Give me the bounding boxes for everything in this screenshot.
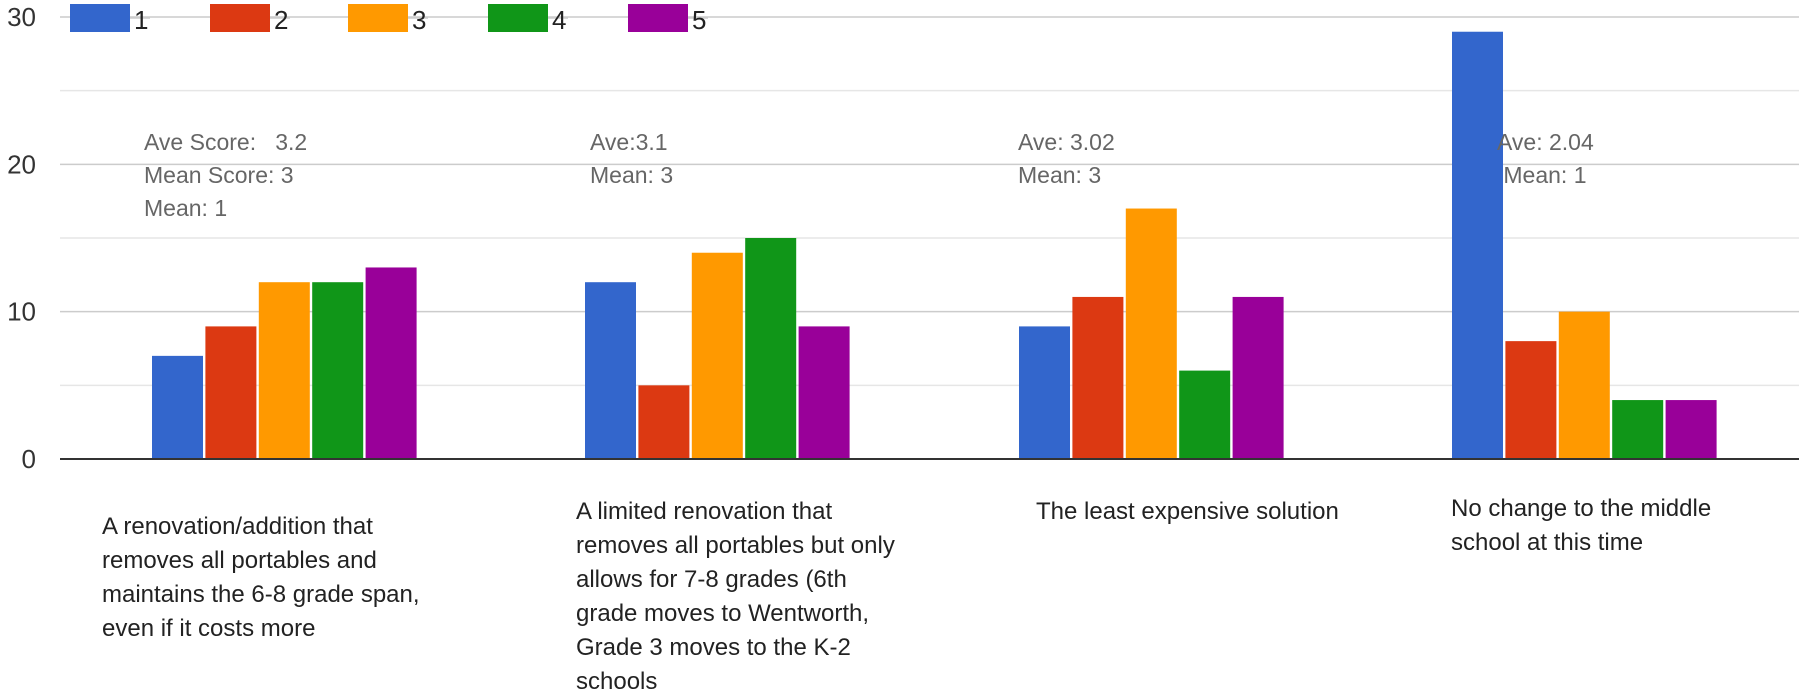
annotation-line: Mean: 3: [590, 162, 673, 188]
bar-5-category-1: [365, 267, 417, 459]
bar-3-category-1: [258, 282, 310, 459]
legend-swatch-1: [70, 4, 130, 32]
legend-label-3: 3: [412, 5, 426, 35]
bar-5-category-3: [1232, 296, 1284, 459]
legend: 1 2 3 4 5: [70, 4, 708, 35]
y-tick-label: 20: [7, 149, 36, 179]
bar-3-category-3: [1125, 208, 1177, 459]
bar-5-category-4: [1665, 400, 1717, 459]
bar-2-category-4: [1505, 341, 1557, 459]
annotation-line: Ave: 3.02: [1018, 129, 1115, 155]
bar-4-category-3: [1179, 370, 1231, 459]
bars: [152, 31, 1717, 459]
annotation-line: Ave Score: 3.2: [144, 129, 307, 155]
bar-3-category-2: [691, 252, 743, 459]
bar-2-category-2: [638, 385, 690, 459]
bar-2-category-3: [1072, 296, 1124, 459]
annotation-line: Mean: 1: [144, 195, 227, 221]
legend-swatch-2: [210, 4, 270, 32]
legend-swatch-4: [488, 4, 548, 32]
category-label-3: The least expensive solution: [1036, 498, 1339, 525]
bar-4-category-2: [745, 238, 797, 459]
bar-2-category-1: [205, 326, 257, 459]
bar-4-category-4: [1612, 400, 1664, 459]
bar-4-category-1: [312, 282, 364, 459]
annotations: Ave Score: 3.2 Mean Score: 3 Mean: 1 Ave:3.…: [144, 129, 1594, 221]
bar-1-category-4: [1452, 31, 1503, 459]
bar-1-category-3: [1019, 326, 1070, 459]
legend-label-1: 1: [134, 5, 148, 35]
bar-3-category-4: [1558, 311, 1610, 459]
legend-label-4: 4: [552, 5, 566, 35]
annotation-line: Ave:3.1: [590, 129, 668, 155]
category-label-1: A renovation/addition that removes all p…: [102, 513, 420, 642]
y-tick-label: 0: [22, 444, 36, 474]
bar-chart: 0 10 20 30 1 2 3 4 5 Ave Score: 3.2 Mean Score: …: [7, 2, 1799, 474]
legend-label-2: 2: [274, 5, 288, 35]
legend-swatch-5: [628, 4, 688, 32]
category-label-2: A limited renovation that removes all po…: [576, 498, 895, 695]
bar-1-category-2: [585, 282, 636, 459]
category-label-4: No change to the middle school at this t…: [1451, 495, 1712, 556]
legend-swatch-3: [348, 4, 408, 32]
bar-1-category-1: [152, 355, 203, 459]
annotation-line: Mean: 1: [1497, 162, 1587, 188]
bar-5-category-2: [798, 326, 850, 459]
y-tick-label: 30: [7, 2, 36, 32]
annotation-line: Mean Score: 3: [144, 162, 294, 188]
legend-label-5: 5: [692, 5, 706, 35]
y-tick-label: 10: [7, 297, 36, 327]
annotation-line: Mean: 3: [1018, 162, 1101, 188]
y-axis-ticks: 0 10 20 30: [7, 2, 36, 474]
annotation-line: Ave: 2.04: [1497, 129, 1594, 155]
